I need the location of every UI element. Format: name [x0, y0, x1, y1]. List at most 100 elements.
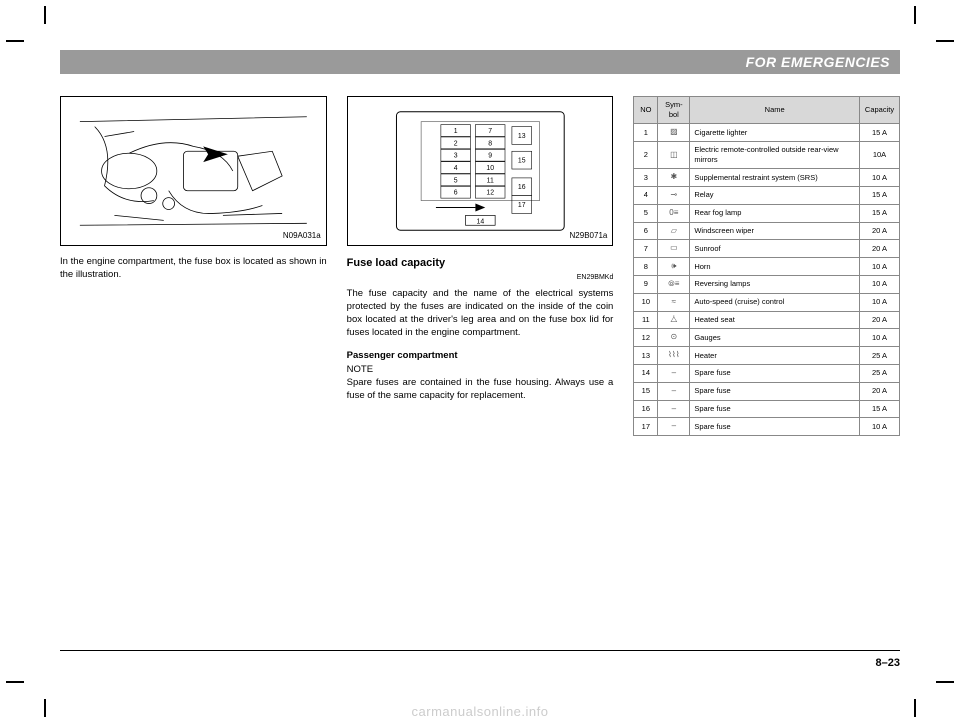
cell-no: 10	[634, 293, 658, 311]
page-container: FOR EMERGENCIES	[60, 50, 900, 673]
svg-text:14: 14	[476, 218, 484, 225]
cell-no: 9	[634, 276, 658, 294]
note-label: NOTE	[347, 364, 373, 375]
cell-symbol-icon: –	[658, 365, 690, 383]
cell-name: Gauges	[690, 329, 860, 347]
svg-text:9: 9	[488, 153, 492, 160]
svg-text:8: 8	[488, 140, 492, 147]
table-row: 50≡Rear fog lamp15 A	[634, 204, 900, 222]
cell-symbol-icon: ⦾≡	[658, 276, 690, 294]
table-row: 13⌇⌇⌇Heater25 A	[634, 347, 900, 365]
engine-illustration	[61, 97, 326, 245]
svg-text:6: 6	[453, 190, 457, 197]
table-row: 7▭Sunroof20 A	[634, 240, 900, 258]
cell-capacity: 10 A	[860, 276, 900, 294]
cell-no: 5	[634, 204, 658, 222]
content-columns: N09A031a In the engine compartment, the …	[60, 74, 900, 436]
figure-caption-fusebox: N29B071a	[570, 231, 608, 242]
cell-capacity: 15 A	[860, 400, 900, 418]
table-row: 1▨Cigarette lighter15 A	[634, 124, 900, 142]
svg-text:12: 12	[486, 190, 494, 197]
table-row: 10≈Auto-speed (cruise) control10 A	[634, 293, 900, 311]
cell-name: Heated seat	[690, 311, 860, 329]
cell-capacity: 15 A	[860, 124, 900, 142]
svg-text:10: 10	[486, 165, 494, 172]
cell-capacity: 10 A	[860, 258, 900, 276]
figure-engine-compartment: N09A031a	[60, 96, 327, 246]
svg-text:15: 15	[518, 158, 526, 165]
cell-no: 3	[634, 169, 658, 187]
cell-no: 14	[634, 365, 658, 383]
col1-body: In the engine compartment, the fuse box …	[60, 256, 327, 282]
cell-symbol-icon: 0≡	[658, 204, 690, 222]
column-2: 123456 789101112 13151617 14 N29B071a Fu…	[347, 96, 614, 436]
cell-name: Windscreen wiper	[690, 222, 860, 240]
cell-name: Cigarette lighter	[690, 124, 860, 142]
cell-no: 4	[634, 187, 658, 205]
cell-no: 2	[634, 142, 658, 169]
figure-caption-engine: N09A031a	[283, 231, 321, 242]
cell-capacity: 15 A	[860, 204, 900, 222]
cell-no: 15	[634, 382, 658, 400]
table-row: 8🕪Horn10 A	[634, 258, 900, 276]
page-number: 8–23	[876, 657, 900, 669]
svg-text:4: 4	[453, 165, 457, 172]
cell-symbol-icon: ⊙	[658, 329, 690, 347]
cell-capacity: 25 A	[860, 347, 900, 365]
cell-name: Reversing lamps	[690, 276, 860, 294]
table-row: 9⦾≡Reversing lamps10 A	[634, 276, 900, 294]
svg-text:16: 16	[518, 184, 526, 191]
cell-symbol-icon: –	[658, 400, 690, 418]
cell-capacity: 20 A	[860, 382, 900, 400]
cell-name: Spare fuse	[690, 418, 860, 436]
cell-no: 12	[634, 329, 658, 347]
table-header-row: NO Sym- bol Name Capacity	[634, 97, 900, 124]
cell-no: 11	[634, 311, 658, 329]
svg-text:17: 17	[518, 202, 526, 209]
table-row: 11⧊Heated seat20 A	[634, 311, 900, 329]
table-row: 14–Spare fuse25 A	[634, 365, 900, 383]
cell-symbol-icon: ▱	[658, 222, 690, 240]
column-3: NO Sym- bol Name Capacity 1▨Cigarette li…	[633, 96, 900, 436]
table-row: 2◫Electric remote-controlled outside rea…	[634, 142, 900, 169]
cell-capacity: 10 A	[860, 293, 900, 311]
svg-text:13: 13	[518, 133, 526, 140]
cell-name: Relay	[690, 187, 860, 205]
passenger-compartment-heading: Passenger compartment	[347, 350, 614, 363]
cell-symbol-icon: –	[658, 418, 690, 436]
cell-name: Horn	[690, 258, 860, 276]
fusebox-svg: 123456 789101112 13151617 14	[348, 97, 613, 245]
cell-no: 6	[634, 222, 658, 240]
cell-symbol-icon: ✱	[658, 169, 690, 187]
cell-capacity: 10 A	[860, 418, 900, 436]
cell-symbol-icon: ⌇⌇⌇	[658, 347, 690, 365]
cell-no: 13	[634, 347, 658, 365]
cell-capacity: 20 A	[860, 240, 900, 258]
cell-no: 7	[634, 240, 658, 258]
note-body: Spare fuses are contained in the fuse ho…	[347, 377, 614, 401]
cell-name: Auto-speed (cruise) control	[690, 293, 860, 311]
table-row: 4⊸Relay15 A	[634, 187, 900, 205]
table-row: 17–Spare fuse10 A	[634, 418, 900, 436]
cell-symbol-icon: ⊸	[658, 187, 690, 205]
fuse-capacity-heading: Fuse load capacity	[347, 256, 614, 271]
cell-name: Sunroof	[690, 240, 860, 258]
cell-symbol-icon: ▨	[658, 124, 690, 142]
cell-no: 8	[634, 258, 658, 276]
cell-symbol-icon: 🕪	[658, 258, 690, 276]
svg-text:5: 5	[453, 177, 457, 184]
cell-name: Supplemental restraint system (SRS)	[690, 169, 860, 187]
cell-symbol-icon: ◫	[658, 142, 690, 169]
cell-capacity: 10 A	[860, 169, 900, 187]
table-row: 12⊙Gauges10 A	[634, 329, 900, 347]
svg-text:2: 2	[453, 140, 457, 147]
svg-text:1: 1	[453, 128, 457, 135]
th-capacity: Capacity	[860, 97, 900, 124]
table-row: 16–Spare fuse15 A	[634, 400, 900, 418]
svg-text:11: 11	[486, 177, 493, 184]
cell-capacity: 10 A	[860, 329, 900, 347]
cell-name: Spare fuse	[690, 382, 860, 400]
column-1: N09A031a In the engine compartment, the …	[60, 96, 327, 436]
table-row: 6▱Windscreen wiper20 A	[634, 222, 900, 240]
svg-text:3: 3	[453, 153, 457, 160]
